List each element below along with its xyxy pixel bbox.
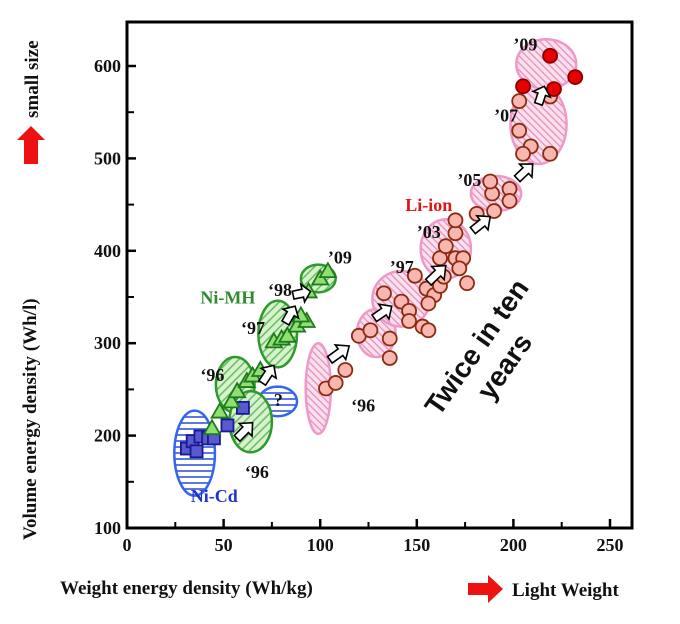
liion-2009-point xyxy=(546,81,562,97)
axes-layer: 0 50 100 150 200 250 100 200 300 400 500 600 Weight … xyxy=(17,20,634,603)
annotation-label: Li-ion xyxy=(405,195,452,215)
liion-point xyxy=(406,267,423,284)
trend-arrow-shape xyxy=(424,264,447,287)
liion-2009-point xyxy=(567,69,584,85)
liion-point xyxy=(486,203,502,219)
nicd-point xyxy=(189,444,204,459)
liion-point xyxy=(376,285,392,302)
x-axis-title: Weight energy density (Wh/kg) xyxy=(60,578,313,599)
annotation-label: ’03 xyxy=(417,222,441,242)
x-tick-label: 150 xyxy=(403,535,430,555)
annotation-label: ‘96 xyxy=(351,396,375,416)
trend-arrow xyxy=(257,364,278,387)
liion-point xyxy=(327,375,344,391)
y-direction-note: small size xyxy=(22,40,43,118)
x-direction-note: Light Weight xyxy=(512,580,619,601)
liion-point xyxy=(447,225,464,242)
y-tick-label: 500 xyxy=(94,148,121,168)
annotation-label: ‘98 xyxy=(268,280,292,300)
up-arrow-icon xyxy=(17,126,45,164)
trend-arrow-shape xyxy=(280,305,300,326)
y-tick-label: 200 xyxy=(94,426,121,446)
liion-point xyxy=(482,173,499,190)
liion-point xyxy=(447,212,464,229)
liion-point xyxy=(451,260,468,277)
right-arrow-icon xyxy=(468,575,503,603)
nimh-point xyxy=(227,381,247,399)
nimh-point xyxy=(277,325,297,343)
annotation-label: Ni-MH xyxy=(200,287,255,307)
y-tick-label: 600 xyxy=(94,56,121,76)
y-tick-label: 100 xyxy=(94,518,121,538)
trend-arrow xyxy=(291,282,312,305)
annotation-label: ? xyxy=(274,390,283,410)
liion-point xyxy=(515,145,531,162)
trend-arrow-shape xyxy=(291,282,312,305)
nimh-point xyxy=(210,401,230,419)
liion-point xyxy=(381,330,398,347)
annotation-label: ‘97 xyxy=(241,318,265,338)
trend-arrow-shape xyxy=(370,303,393,323)
liion-point xyxy=(459,275,475,292)
x-tick-label: 100 xyxy=(307,535,334,555)
liion-point xyxy=(511,122,528,139)
annotation-label: Ni-Cd xyxy=(191,486,238,506)
annotation-label: ’97 xyxy=(390,257,414,277)
trend-arrow xyxy=(513,163,534,183)
x-tick-label: 50 xyxy=(215,535,233,555)
annotation-label: ’05 xyxy=(457,170,481,190)
liion-point xyxy=(401,313,417,329)
trend-arrows-layer xyxy=(233,85,552,443)
y-tick-label: 400 xyxy=(94,241,121,261)
liion-2009-point xyxy=(542,47,559,64)
liion-point xyxy=(542,145,559,162)
trend-arrow-shape xyxy=(257,364,278,387)
trend-arrow xyxy=(233,421,254,443)
x-tick-label: 0 xyxy=(123,535,132,555)
liion-point xyxy=(511,93,528,110)
liion-2009-point xyxy=(515,78,531,95)
plot-frame xyxy=(125,20,634,530)
trend-arrow xyxy=(280,305,300,326)
trend-arrow-shape xyxy=(233,421,254,443)
annotation-label: ’07 xyxy=(494,105,518,125)
annotation-label: ‘96 xyxy=(200,365,224,385)
trend-arrow xyxy=(530,85,552,107)
trend-arrow xyxy=(424,264,447,287)
liion-point xyxy=(437,238,454,255)
liion-point xyxy=(501,193,518,209)
trend-arrow xyxy=(370,303,393,323)
liion-point xyxy=(337,362,354,378)
annotation-label: ‘96 xyxy=(245,462,269,482)
annotation-label: ’09 xyxy=(328,248,352,268)
nimh-point xyxy=(202,418,222,436)
nimh-point xyxy=(318,261,338,279)
liion-point xyxy=(420,295,437,312)
x-tick-label: 200 xyxy=(500,535,527,555)
trend-arrow-shape xyxy=(469,214,492,235)
trend-arrow xyxy=(326,343,351,365)
nimh-point xyxy=(221,391,241,409)
nicd-point xyxy=(220,418,235,433)
liion-point xyxy=(420,322,437,339)
liion-point xyxy=(381,350,398,366)
trend-arrow xyxy=(469,214,492,235)
liion-point xyxy=(362,322,379,339)
y-axis-title: Volume energy density (Wh/l) xyxy=(20,298,41,540)
x-tick-label: 250 xyxy=(597,535,624,555)
y-tick-label: 300 xyxy=(94,333,121,353)
trend-arrow-shape xyxy=(513,163,534,183)
annotation-label: ’09 xyxy=(513,34,537,54)
trend-arrow-shape xyxy=(530,85,552,107)
trend-arrow-shape xyxy=(326,343,351,365)
